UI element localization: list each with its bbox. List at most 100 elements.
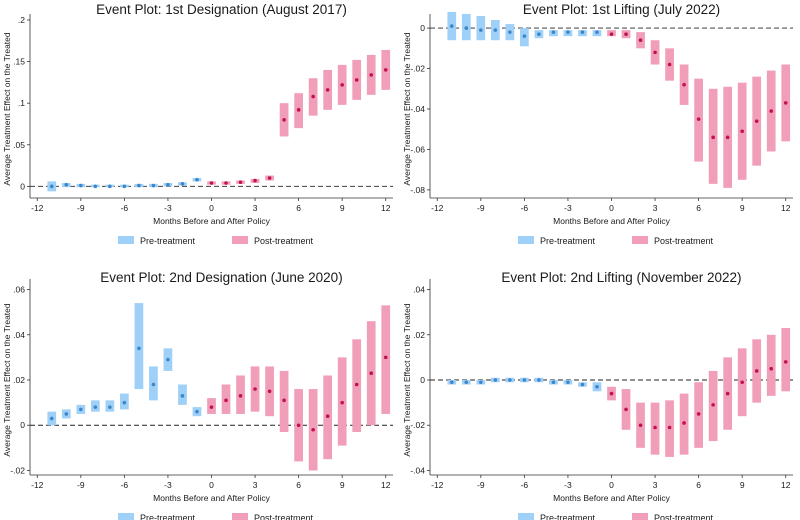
post-treatment-point [638, 38, 643, 43]
legend-post-treatment-label: Post-treatment [654, 513, 714, 520]
post-treatment-point [325, 88, 330, 92]
pre-treatment-point [166, 357, 170, 362]
legend-pre-treatment-label: Pre-treatment [140, 236, 196, 246]
y-tick-label: 0 [20, 420, 25, 430]
pre-treatment-point [122, 400, 127, 405]
pre-treatment-ci-bar [476, 15, 486, 41]
post-treatment-point [253, 178, 257, 183]
pre-treatment-point [551, 30, 556, 34]
post-treatment-point [653, 50, 657, 55]
pre-treatment-point [508, 378, 512, 382]
post-treatment-point [369, 371, 374, 376]
legend-post-treatment-label: Post-treatment [254, 236, 314, 246]
x-tick-label: -6 [521, 480, 529, 490]
legend-pre-treatment-label: Pre-treatment [540, 236, 596, 246]
legend-pre-treatment-swatch [118, 513, 134, 520]
post-treatment-point [224, 181, 228, 185]
post-treatment-point [383, 68, 388, 72]
y-tick-label: .06 [13, 285, 25, 295]
post-treatment-point [311, 427, 315, 432]
post-treatment-ci-bar [781, 327, 791, 392]
x-tick-label: 0 [209, 480, 214, 490]
chart-title: Event Plot: 2nd Lifting (November 2022) [501, 270, 741, 285]
x-tick-label: 12 [781, 203, 791, 213]
legend-post-treatment-label: Post-treatment [254, 513, 314, 520]
x-tick-label: 12 [781, 480, 791, 490]
post-treatment-point [682, 82, 686, 87]
pre-treatment-point [79, 407, 83, 412]
y-tick-label: 0 [420, 375, 425, 385]
y-axis-label: Average Treatment Effect on the Treated [402, 303, 412, 457]
x-tick-label: -6 [121, 203, 129, 213]
x-tick-label: -3 [164, 480, 172, 490]
post-treatment-point [296, 423, 301, 428]
y-tick-label: .04 [413, 285, 425, 295]
post-treatment-point [653, 425, 657, 430]
post-treatment-point [667, 62, 672, 67]
legend-pre-treatment-swatch [518, 513, 534, 520]
post-treatment-point [769, 366, 774, 371]
pre-treatment-point [49, 416, 54, 421]
x-tick-label: -9 [477, 203, 485, 213]
y-axis-label: Average Treatment Effect on the Treated [2, 303, 12, 457]
pre-treatment-point [522, 378, 527, 382]
post-treatment-ci-bar [381, 305, 391, 414]
x-tick-label: 3 [253, 203, 258, 213]
y-tick-label: .02 [13, 375, 25, 385]
y-tick-label: -.04 [410, 104, 425, 114]
post-treatment-point [638, 423, 643, 428]
chart-title: Event Plot: 1st Lifting (July 2022) [523, 2, 720, 17]
x-axis-label: Months Before and After Policy [153, 493, 270, 503]
pre-treatment-point [151, 382, 156, 387]
x-tick-label: -12 [431, 203, 444, 213]
x-tick-label: 12 [381, 480, 391, 490]
pre-treatment-point [93, 405, 98, 409]
pre-treatment-point [195, 177, 199, 182]
y-tick-label: 0 [20, 181, 25, 191]
post-treatment-point [711, 135, 715, 140]
pre-treatment-point [166, 182, 170, 187]
post-treatment-point [209, 405, 214, 409]
chart-panel-4: Event Plot: 2nd Lifting (November 2022) -… [402, 270, 793, 520]
pre-treatment-point [137, 183, 141, 188]
post-treatment-point [624, 32, 628, 36]
pre-treatment-point [93, 184, 98, 189]
pre-treatment-point [537, 378, 541, 382]
post-treatment-point [725, 391, 730, 396]
y-tick-label: .04 [13, 330, 25, 340]
x-tick-label: 0 [609, 480, 614, 490]
x-tick-label: 3 [253, 480, 258, 490]
pre-treatment-point [464, 380, 469, 385]
post-treatment-point [340, 83, 344, 87]
x-tick-label: 9 [340, 480, 345, 490]
post-treatment-point [696, 117, 701, 121]
pre-treatment-point [137, 346, 141, 351]
y-tick-label: 0 [420, 23, 425, 33]
pre-treatment-point [108, 405, 112, 409]
post-treatment-point [224, 398, 228, 403]
legend-post-treatment-label: Post-treatment [654, 236, 714, 246]
y-tick-label: -.02 [10, 465, 25, 475]
post-treatment-point [238, 180, 243, 184]
post-treatment-point [354, 382, 359, 387]
pre-treatment-point [64, 182, 69, 187]
x-tick-label: -6 [521, 203, 529, 213]
pre-treatment-point [64, 412, 69, 416]
y-tick-label: -.02 [410, 64, 425, 74]
pre-treatment-point [595, 30, 599, 34]
x-axis-label: Months Before and After Policy [553, 216, 670, 226]
pre-treatment-point [449, 24, 454, 28]
pre-treatment-point [464, 26, 469, 30]
post-treatment-point [267, 176, 272, 180]
chart-panel-2: Event Plot: 1st Lifting (July 2022) 0 -.02… [402, 2, 793, 246]
y-tick-label: .15 [13, 57, 25, 67]
post-treatment-point [238, 394, 243, 398]
post-treatment-point [667, 425, 672, 430]
legend-post-treatment-swatch [632, 513, 648, 520]
x-tick-label: 9 [340, 203, 345, 213]
legend-post-treatment-swatch [632, 236, 648, 244]
legend: Pre-treatment Post-treatment [518, 513, 714, 520]
x-tick-label: -12 [31, 480, 44, 490]
pre-treatment-point [522, 34, 527, 38]
